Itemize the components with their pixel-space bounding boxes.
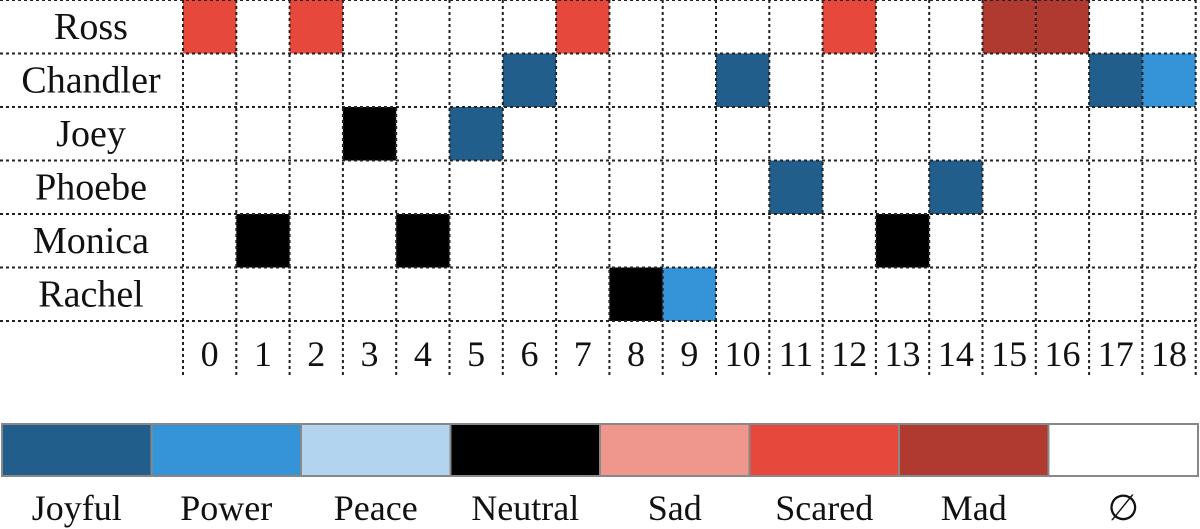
column-tick-labels: 0 1 2 3 4 5 6 7 8 9 10 11 12 13 14 15 16 17 18 (201, 334, 1187, 374)
gridlines (0, 0, 1197, 378)
column-tick-label: 6 (520, 334, 538, 374)
heatmap-cell (1142, 53, 1196, 107)
heatmap-cell (769, 160, 823, 214)
heatmap-cell (822, 0, 876, 54)
heatmap-cell (449, 107, 503, 161)
heatmap-cell (289, 0, 343, 54)
heatmap-cell (236, 214, 290, 268)
column-tick-label: 2 (307, 334, 325, 374)
legend-label: ∅ (1108, 488, 1139, 528)
heatmap-cell (982, 0, 1036, 54)
column-tick-label: 7 (574, 334, 592, 374)
heatmap-cell (875, 214, 930, 268)
heatmap-cell (1035, 0, 1090, 54)
column-tick-label: 1 (254, 334, 272, 374)
column-tick-label: 3 (361, 334, 379, 374)
legend: Joyful Power Peace Neutral Sad Scared Mad ∅ (1, 423, 1199, 528)
column-tick-label: 14 (938, 334, 974, 374)
legend-swatch (449, 423, 601, 477)
legend-label: Joyful (32, 488, 122, 528)
legend-label: Peace (334, 488, 418, 528)
heatmap-cell (716, 53, 770, 107)
row-label: Joey (56, 113, 126, 155)
legend-label: Sad (648, 488, 702, 528)
legend-swatch (748, 423, 900, 477)
legend-label: Scared (775, 488, 873, 528)
row-label: Monica (33, 220, 149, 262)
column-tick-label: 8 (627, 334, 645, 374)
legend-label: Power (180, 488, 272, 528)
heatmap-cell (609, 267, 663, 321)
heatmap-cells (183, 0, 1196, 321)
heatmap-cell (556, 0, 610, 54)
legend-swatch (300, 423, 452, 477)
column-tick-label: 4 (414, 334, 432, 374)
heatmap-cell (929, 160, 983, 214)
row-label: Phoebe (35, 166, 147, 208)
legend-swatch (1047, 423, 1199, 477)
heatmap-cell (342, 107, 397, 161)
heatmap-cell (502, 53, 557, 107)
column-tick-label: 18 (1151, 334, 1187, 374)
column-tick-label: 12 (831, 334, 867, 374)
column-tick-label: 13 (885, 334, 921, 374)
heatmap-cell (183, 0, 237, 54)
heatmap-cell (1089, 53, 1143, 107)
legend-swatch (150, 423, 302, 477)
row-label: Rachel (38, 273, 144, 315)
column-tick-label: 9 (680, 334, 698, 374)
column-tick-label: 15 (991, 334, 1027, 374)
legend-label: Mad (941, 488, 1007, 528)
legend-swatch (898, 423, 1050, 477)
column-tick-label: 11 (779, 334, 814, 374)
column-tick-label: 17 (1098, 334, 1134, 374)
column-tick-label: 5 (467, 334, 485, 374)
legend-label: Neutral (471, 488, 579, 528)
column-tick-label: 10 (725, 334, 761, 374)
column-tick-label: 0 (201, 334, 219, 374)
legend-swatch (1, 423, 153, 477)
heatmap-cell (396, 214, 450, 268)
row-label: Chandler (21, 59, 161, 101)
column-tick-label: 16 (1044, 334, 1080, 374)
heatmap-cell (662, 267, 716, 321)
row-labels: Ross Chandler Joey Phoebe Monica Rachel (21, 6, 161, 316)
row-label: Ross (54, 6, 128, 48)
legend-swatch (599, 423, 751, 477)
